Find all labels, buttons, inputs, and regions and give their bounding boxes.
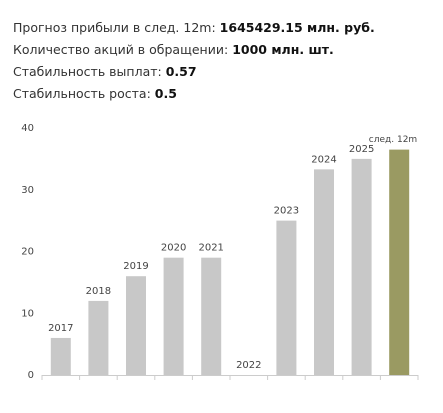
stat-value: 0.57	[165, 64, 197, 79]
bar-label: 2025	[349, 144, 374, 155]
stat-value: 0.5	[154, 86, 177, 101]
bar	[88, 300, 109, 375]
bar	[276, 220, 297, 375]
y-tick-label: 0	[28, 370, 34, 381]
stat-label: Стабильность роста:	[13, 86, 151, 101]
bar-label: 2022	[236, 360, 261, 371]
y-tick-label: 20	[21, 247, 34, 258]
bar	[163, 257, 184, 375]
stat-label: Прогноз прибыли в след. 12m:	[13, 20, 216, 35]
y-tick-label: 40	[21, 123, 34, 134]
bar-label: 2019	[123, 261, 148, 272]
stat-value: 1000 млн. шт.	[232, 42, 334, 57]
bar	[50, 337, 71, 375]
bar	[126, 276, 146, 375]
stats: Прогноз прибыли в след. 12m: 1645429.15 м…	[13, 17, 375, 105]
bar-label: 2018	[86, 286, 111, 297]
bar	[351, 158, 372, 375]
stat-label: Количество акций в обращении:	[13, 42, 229, 57]
bar-label: 2023	[274, 206, 299, 217]
bar	[314, 169, 334, 375]
bar-label: 2020	[161, 243, 186, 254]
stat-label: Стабильность выплат:	[13, 64, 162, 79]
y-tick-label: 30	[21, 185, 34, 196]
bar-label: 2024	[311, 154, 336, 165]
stat-row: Стабильность роста: 0.5	[13, 83, 375, 105]
bar-label: след. 12m	[369, 135, 417, 145]
stat-value: 1645429.15 млн. руб.	[219, 20, 375, 35]
bar-label: 2021	[198, 243, 223, 254]
y-tick-label: 10	[21, 308, 34, 319]
bar	[389, 149, 410, 375]
stat-row: Стабильность выплат: 0.57	[13, 61, 375, 83]
stat-row: Прогноз прибыли в след. 12m: 1645429.15 м…	[13, 17, 375, 39]
bar-label: 2017	[48, 323, 73, 334]
stat-row: Количество акций в обращении: 1000 млн. ш…	[13, 39, 375, 61]
bar	[201, 257, 222, 375]
